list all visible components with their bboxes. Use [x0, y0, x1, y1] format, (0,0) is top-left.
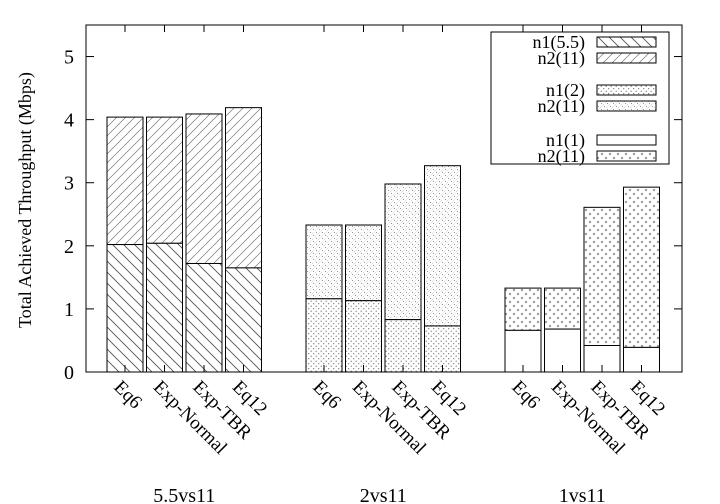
bar-segment-bottom [384, 319, 422, 373]
legend-swatch [596, 100, 657, 112]
bar-segment-top [623, 186, 660, 348]
legend-label: n2(11) [538, 146, 585, 167]
bar-segment-top [583, 206, 621, 347]
bar-segment-top [225, 107, 262, 269]
bar-segment-top [504, 287, 542, 331]
y-tick-label: 0 [64, 362, 74, 384]
y-tick-label: 2 [64, 236, 74, 258]
legend-label: n2(11) [538, 48, 585, 69]
plot-frame [85, 24, 683, 373]
bar-segment-top [345, 224, 382, 302]
bar-segment-bottom [185, 262, 223, 373]
plot-border [85, 24, 683, 373]
legend-swatch [596, 36, 657, 48]
bars-layer [106, 107, 660, 373]
x-group-label: 5.5vs11 [153, 485, 215, 504]
bar-segment-bottom [544, 328, 581, 373]
x-category-label: Eq6 [308, 377, 344, 413]
bar-segment-top [185, 113, 223, 264]
x-group-label: 1vs11 [559, 485, 606, 504]
bar-segment-top [305, 224, 343, 300]
bar-segment-bottom [424, 325, 461, 373]
legend-swatch [596, 52, 657, 64]
legend-label: n2(11) [538, 96, 585, 117]
y-tick-label: 5 [64, 47, 74, 69]
x-category-label: Eq6 [109, 377, 145, 413]
y-tick-label: 1 [64, 299, 74, 321]
y-axis-title: Total Achieved Throughput (Mbps) [15, 72, 36, 328]
bar-segment-bottom [345, 300, 382, 373]
legend-swatch [596, 150, 657, 162]
bar-segment-top [106, 116, 144, 246]
y-axis: 0 1 2 3 4 5 [64, 47, 682, 384]
legend: n1(5.5)n2(11)n1(2)n2(11)n1(1)n2(11) [490, 31, 670, 167]
bar-segment-top [424, 165, 461, 327]
bar-segment-bottom [305, 298, 343, 373]
x-category-label: Eq6 [507, 377, 543, 413]
legend-swatch [596, 84, 657, 96]
bar-segment-bottom [225, 267, 262, 373]
y-tick-label: 4 [64, 110, 74, 132]
y-tick-label: 3 [64, 173, 74, 195]
bar-segment-bottom [146, 242, 183, 373]
bar-segment-top [544, 287, 581, 330]
bar-segment-top [384, 183, 422, 321]
legend-label: n1(5.5) [533, 32, 586, 53]
bar-segment-bottom [106, 244, 144, 373]
legend-label: n1(1) [546, 130, 585, 151]
legend-swatch [596, 134, 657, 146]
bar-segment-top [146, 116, 183, 244]
x-group-label: 2vs11 [360, 485, 407, 504]
legend-label: n1(2) [546, 80, 585, 101]
